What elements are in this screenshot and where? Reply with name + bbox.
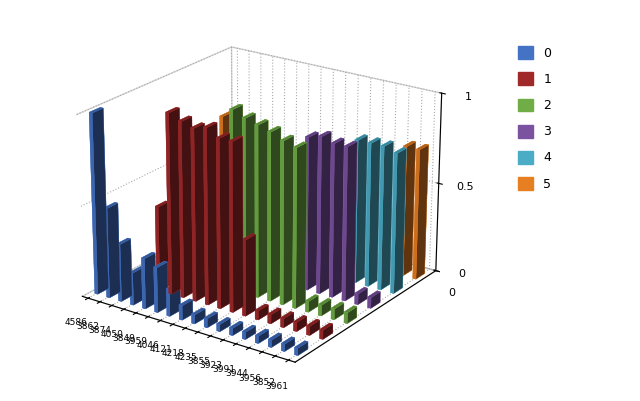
Legend: 0, 1, 2, 3, 4, 5: 0, 1, 2, 3, 4, 5 (518, 47, 551, 190)
